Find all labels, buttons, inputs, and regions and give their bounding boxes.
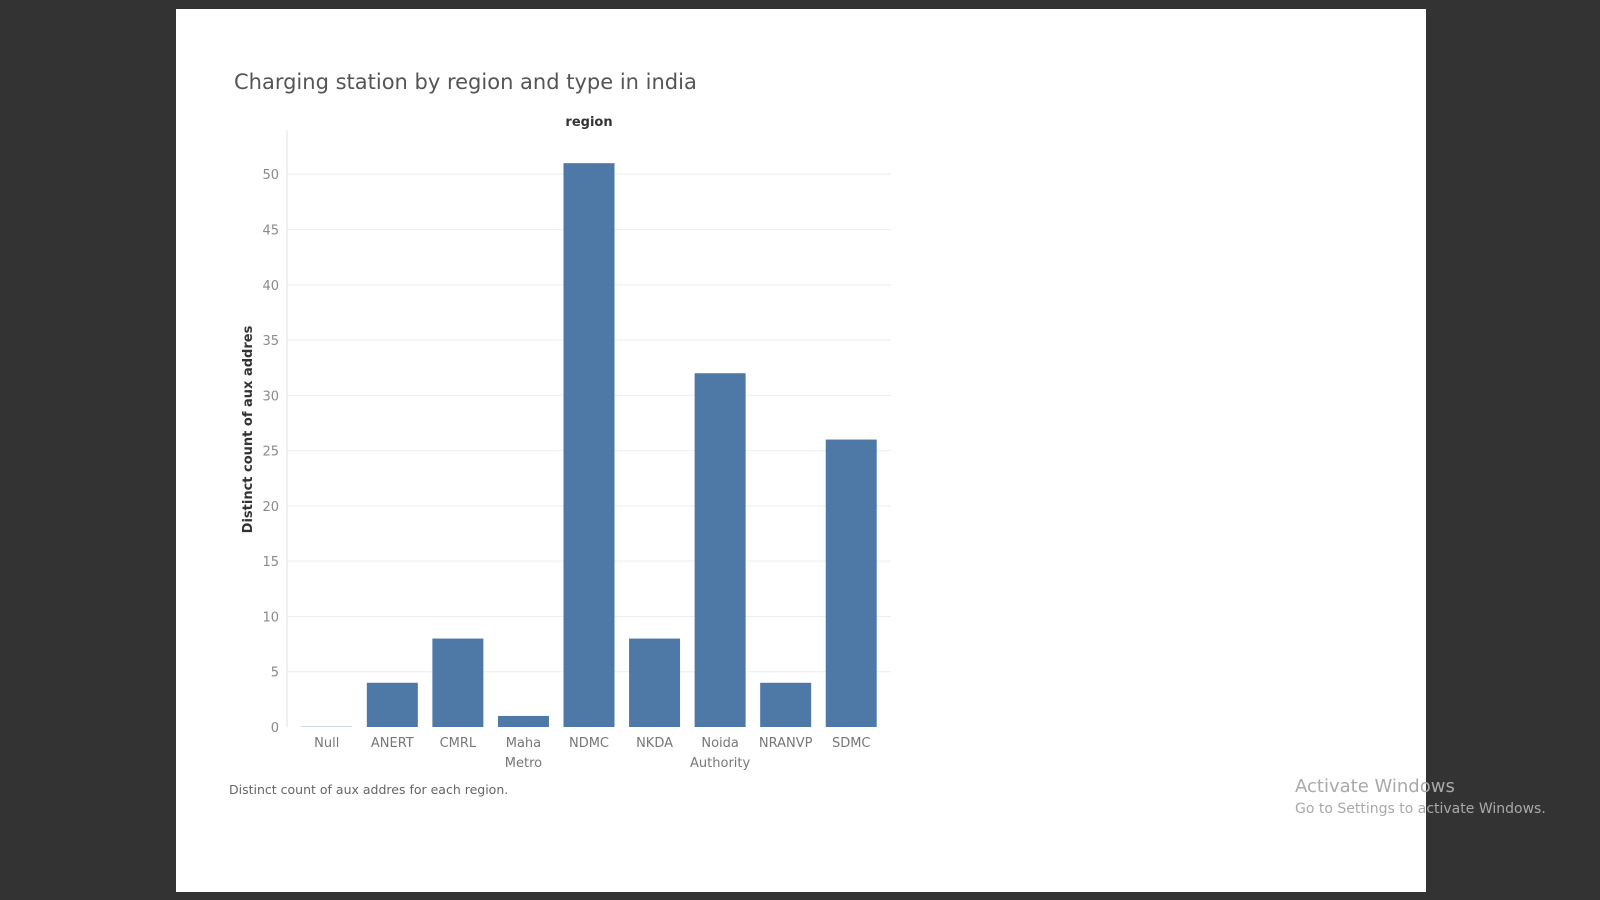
bar-nkda [629, 638, 681, 727]
x-category-label: Noida [701, 736, 739, 751]
watermark-title: Activate Windows [1295, 776, 1455, 797]
x-category-label: NKDA [636, 736, 673, 751]
bar-nranvp [760, 682, 812, 727]
x-category-label: ANERT [371, 736, 414, 751]
bar-ndmc [563, 163, 615, 727]
x-category-label: SDMC [832, 736, 871, 751]
y-tick-label: 25 [262, 445, 279, 460]
chart-caption: Distinct count of aux addres for each re… [229, 782, 509, 797]
x-category-label: CMRL [440, 736, 477, 751]
y-tick-label: 30 [262, 389, 279, 404]
bar-cmrl [432, 638, 484, 727]
bar-maha-metro [497, 715, 549, 727]
watermark-subtitle: Go to Settings to activate Windows. [1295, 801, 1546, 817]
y-tick-label: 40 [262, 279, 279, 294]
chart-title: Charging station by region and type in i… [234, 70, 697, 94]
x-category-label: NRANVP [759, 736, 813, 751]
bar-anert [366, 682, 418, 727]
bar-noida-authority [694, 373, 746, 727]
y-tick-label: 20 [262, 500, 279, 515]
column-header-label: region [565, 115, 612, 130]
bar-sdmc [825, 439, 877, 727]
x-category-label: Authority [690, 756, 750, 771]
y-axis-title: Distinct count of aux addres [241, 325, 256, 533]
activation-watermark: Activate Windows Go to Settings to activ… [1295, 776, 1546, 817]
y-tick-label: 50 [262, 168, 279, 183]
y-tick-label: 35 [262, 334, 279, 349]
y-tick-label: 0 [271, 721, 279, 736]
x-category-label: NDMC [569, 736, 609, 751]
x-category-label: Metro [505, 756, 542, 771]
x-category-label: Null [314, 736, 339, 751]
y-tick-label: 10 [262, 610, 279, 625]
y-tick-label: 15 [262, 555, 279, 570]
y-tick-label: 45 [262, 224, 279, 239]
x-category-label: Maha [506, 736, 541, 751]
y-tick-label: 5 [271, 666, 279, 681]
